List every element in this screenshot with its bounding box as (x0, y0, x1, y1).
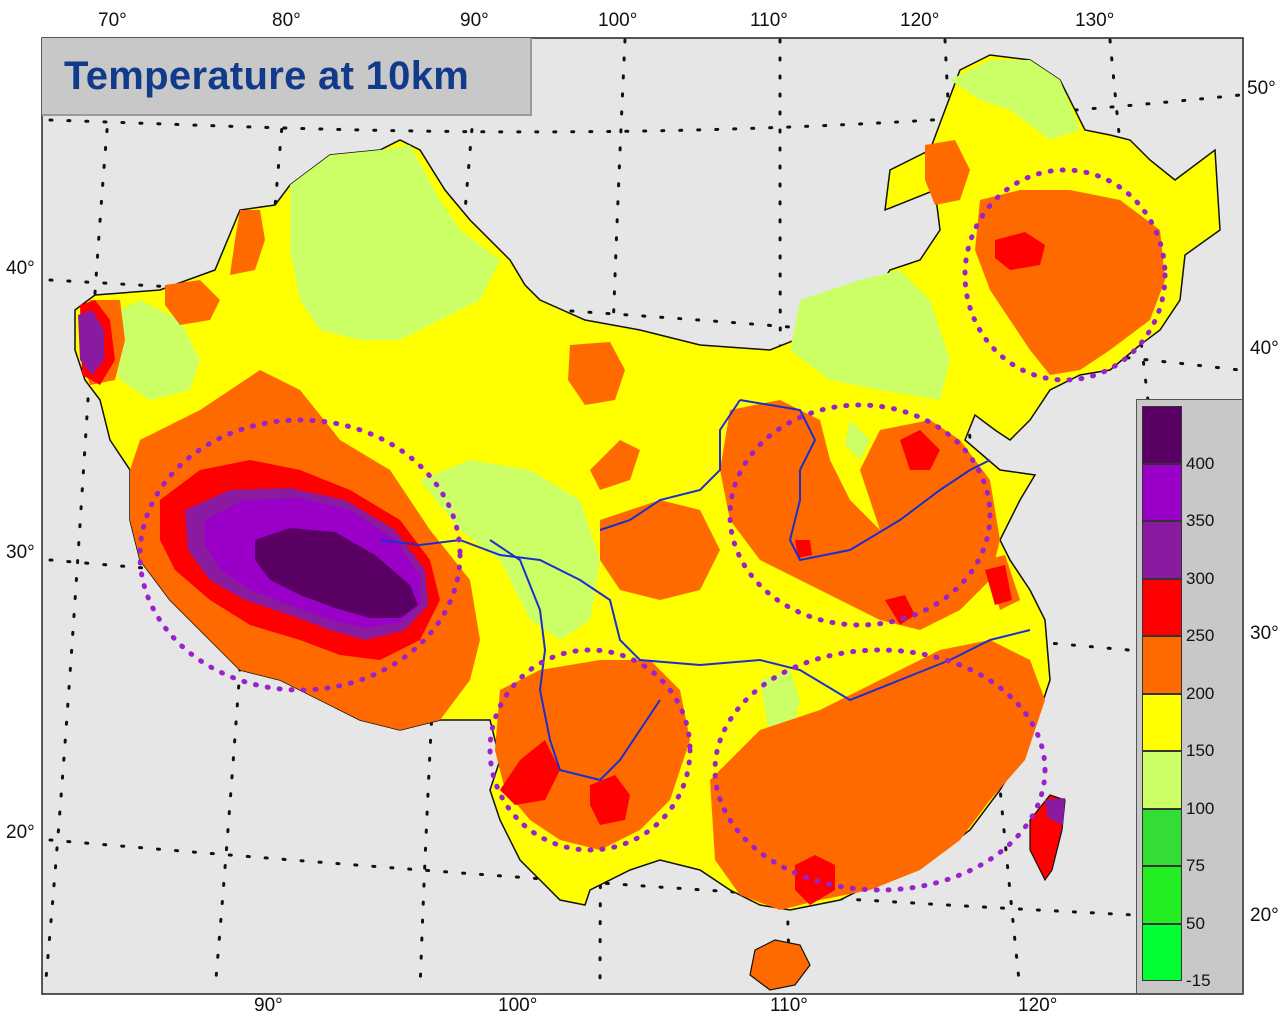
highlight-circles (137, 167, 1168, 893)
bottom-tick-100: 100° (498, 995, 538, 1016)
right-tick-40: 40° (1250, 338, 1279, 359)
yunnan-highlight-circle (487, 647, 693, 853)
right-tick-50: 50° (1247, 78, 1276, 99)
north-china-highlight-circle (727, 402, 993, 628)
legend-label: 250 (1186, 626, 1215, 645)
legend-label: 200 (1186, 683, 1215, 703)
contour-above-400 (255, 528, 418, 618)
top-tick-90: 90° (460, 10, 489, 31)
top-tick-100: 100° (598, 10, 638, 31)
top-tick-110: 110° (750, 10, 788, 31)
yellow-river-loop (599, 399, 741, 531)
right-tick-20: 20° (1250, 905, 1279, 926)
map-title: Temperature at 10km (64, 53, 470, 98)
left-tick-40: 40° (6, 258, 35, 279)
bottom-tick-110: 110° (770, 995, 808, 1016)
legend-swatch (1142, 751, 1182, 809)
yangtze-river (379, 538, 1031, 702)
upper-yangtze (489, 539, 661, 782)
yellow-river (739, 399, 991, 562)
top-tick-70: 70° (98, 10, 127, 31)
legend-label: 100 (1186, 798, 1215, 818)
northeast-highlight-circle (962, 167, 1168, 383)
top-tick-120: 120° (900, 10, 940, 31)
bottom-tick-90: 90° (254, 995, 283, 1016)
legend-label: 75 (1186, 856, 1205, 875)
legend-label: 350 (1186, 511, 1215, 530)
left-tick-30: 30° (6, 542, 35, 563)
south-china-highlight-circle (712, 647, 1048, 893)
legend-swatch (1142, 463, 1182, 521)
rivers (379, 399, 1031, 782)
legend-label: 300 (1186, 568, 1215, 588)
legend-label: 150 (1186, 741, 1215, 760)
hainan-island (749, 939, 811, 991)
legend-swatch (1142, 923, 1182, 981)
legend-swatch (1142, 636, 1182, 694)
legend-label: 50 (1186, 913, 1205, 933)
bottom-tick-120: 120° (1018, 995, 1058, 1016)
top-tick-130: 130° (1075, 10, 1115, 31)
legend-label: 400 (1186, 453, 1215, 473)
taiwan-north-purple (1045, 798, 1065, 825)
title-box: Temperature at 10km (42, 38, 532, 116)
legend-swatch (1142, 521, 1182, 579)
legend-label: -15 (1186, 971, 1211, 990)
legend-swatch (1142, 808, 1182, 866)
legend-swatch (1142, 866, 1182, 924)
left-tick-20: 20° (6, 822, 35, 843)
tibet-highlight-circle (137, 417, 463, 693)
legend-swatch (1142, 578, 1182, 636)
legend-swatch (1142, 406, 1182, 464)
right-tick-30: 30° (1250, 623, 1279, 644)
legend-swatch (1142, 693, 1182, 751)
contour-100-150 (100, 60, 1080, 740)
top-tick-80: 80° (272, 10, 301, 31)
